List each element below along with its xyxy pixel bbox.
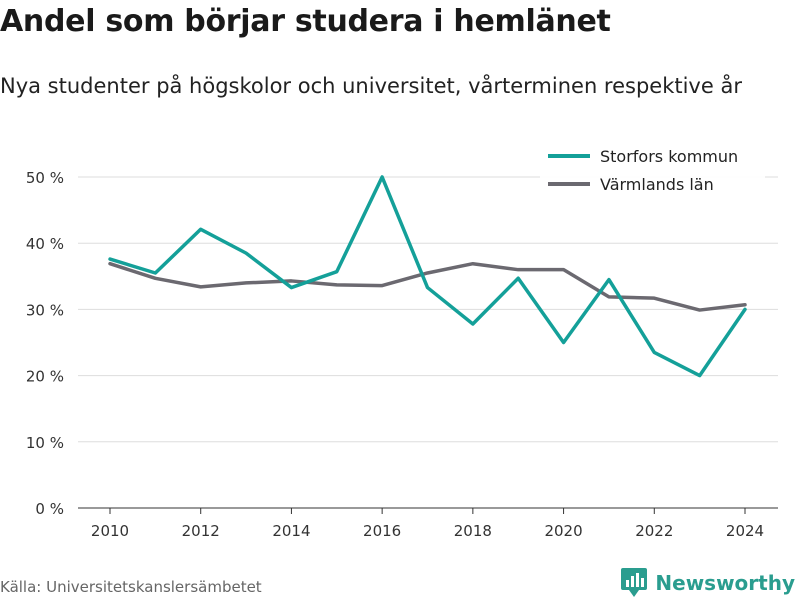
y-tick-label: 50 % bbox=[26, 169, 64, 187]
x-tick-label: 2018 bbox=[454, 522, 492, 540]
brand-name: Newsworthy bbox=[655, 571, 795, 595]
y-tick-label: 40 % bbox=[26, 235, 64, 253]
x-tick-label: 2016 bbox=[363, 522, 401, 540]
legend-label-2[interactable]: Värmlands län bbox=[600, 175, 714, 194]
y-tick-label: 0 % bbox=[35, 500, 64, 518]
y-tick-label: 20 % bbox=[26, 368, 64, 386]
legend-label-1[interactable]: Storfors kommun bbox=[600, 147, 738, 166]
x-tick-label: 2010 bbox=[91, 522, 129, 540]
x-tick-label: 2022 bbox=[635, 522, 673, 540]
x-tick-label: 2020 bbox=[544, 522, 582, 540]
x-tick-label: 2024 bbox=[726, 522, 764, 540]
bar-chart-logo-icon bbox=[621, 568, 648, 597]
x-tick-label: 2014 bbox=[272, 522, 310, 540]
legend-box bbox=[540, 144, 765, 202]
chart-subtitle: Nya studenter på högskolor och universit… bbox=[0, 74, 742, 98]
newsworthy-logo[interactable]: Newsworthy bbox=[621, 568, 795, 598]
source-note: Källa: Universitetskanslersämbetet bbox=[0, 578, 262, 596]
series-line-2 bbox=[108, 261, 747, 312]
x-tick-label: 2012 bbox=[182, 522, 220, 540]
y-tick-label: 10 % bbox=[26, 434, 64, 452]
series-line-1 bbox=[108, 175, 747, 378]
chart-title: Andel som börjar studera i hemlänet bbox=[0, 4, 611, 39]
y-tick-label: 30 % bbox=[26, 301, 64, 319]
